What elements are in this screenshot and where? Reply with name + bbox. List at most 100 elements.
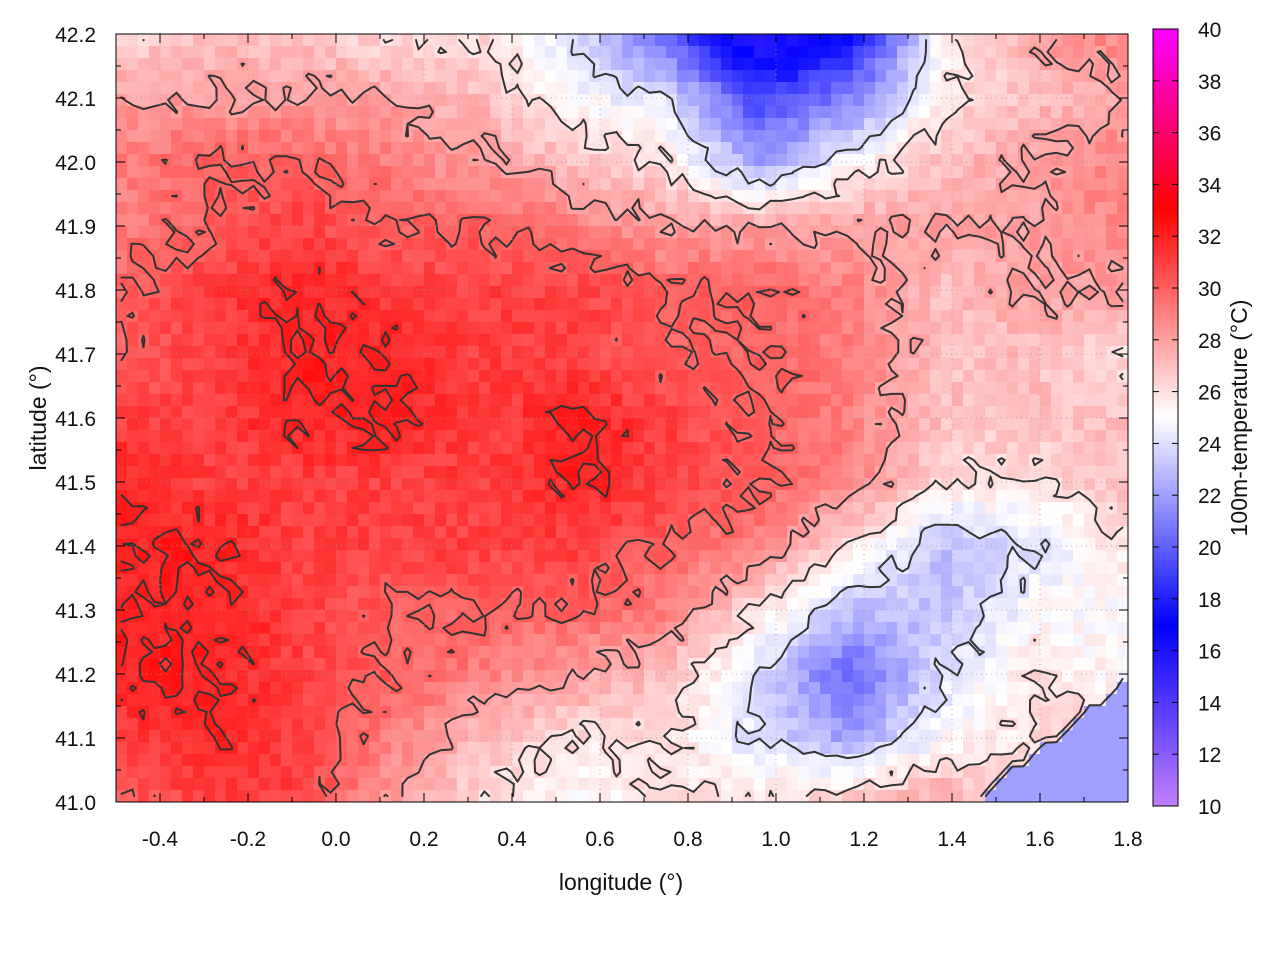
heat-cell bbox=[578, 334, 590, 347]
heat-cell bbox=[743, 214, 755, 227]
heat-cell bbox=[633, 286, 645, 299]
heat-cell bbox=[534, 358, 546, 371]
heat-cell bbox=[721, 94, 733, 107]
heat-cell bbox=[721, 658, 733, 671]
heat-cell bbox=[600, 334, 612, 347]
heat-cell bbox=[314, 34, 326, 47]
heat-cell bbox=[1040, 610, 1052, 623]
heat-cell bbox=[259, 142, 271, 155]
heat-cell bbox=[424, 490, 436, 503]
heat-cell bbox=[523, 550, 535, 563]
heat-cell bbox=[633, 106, 645, 119]
heat-cell bbox=[666, 334, 678, 347]
heat-cell bbox=[787, 82, 799, 95]
heat-cell bbox=[996, 94, 1008, 107]
heat-cell bbox=[336, 190, 348, 203]
heat-cell bbox=[611, 58, 623, 71]
heat-cell bbox=[985, 622, 997, 635]
heat-cell bbox=[1062, 622, 1074, 635]
heat-cell bbox=[974, 586, 986, 599]
heat-cell bbox=[1062, 574, 1074, 587]
heat-cell bbox=[1106, 142, 1118, 155]
heat-cell bbox=[534, 538, 546, 551]
heat-cell bbox=[545, 106, 557, 119]
heat-cell bbox=[732, 178, 744, 191]
heat-cell bbox=[413, 598, 425, 611]
heat-cell bbox=[182, 142, 194, 155]
heat-cell bbox=[281, 502, 293, 515]
heat-cell bbox=[600, 118, 612, 131]
heat-cell bbox=[259, 214, 271, 227]
heat-cell bbox=[1106, 442, 1118, 455]
heat-cell bbox=[1117, 118, 1128, 131]
heat-cell bbox=[248, 214, 260, 227]
heat-cell bbox=[930, 262, 942, 275]
heat-cell bbox=[215, 430, 227, 443]
heat-cell bbox=[721, 46, 733, 59]
heat-cell bbox=[1095, 358, 1107, 371]
heat-cell bbox=[501, 82, 513, 95]
heat-cell bbox=[622, 298, 634, 311]
heat-cell bbox=[831, 370, 843, 383]
heat-cell bbox=[182, 250, 194, 263]
heat-cell bbox=[765, 418, 777, 431]
heat-cell bbox=[1073, 274, 1085, 287]
heat-cell bbox=[754, 298, 766, 311]
heat-cell bbox=[380, 526, 392, 539]
heat-cell bbox=[754, 190, 766, 203]
heat-cell bbox=[435, 238, 447, 251]
heat-cell bbox=[545, 34, 557, 47]
heat-cell bbox=[721, 382, 733, 395]
heat-cell bbox=[446, 298, 458, 311]
heat-cell bbox=[776, 262, 788, 275]
heat-cell bbox=[545, 118, 557, 131]
heat-cell bbox=[1084, 646, 1096, 659]
heat-cell bbox=[963, 406, 975, 419]
heat-cell bbox=[578, 514, 590, 527]
heat-cell bbox=[556, 586, 568, 599]
heat-cell bbox=[1106, 418, 1118, 431]
heat-cell bbox=[259, 322, 271, 335]
heat-cell bbox=[622, 166, 634, 179]
heat-cell bbox=[446, 334, 458, 347]
heat-cell bbox=[534, 34, 546, 47]
heat-cell bbox=[468, 142, 480, 155]
heat-cell bbox=[853, 514, 865, 527]
heat-cell bbox=[270, 538, 282, 551]
heat-cell bbox=[853, 598, 865, 611]
heat-cell bbox=[941, 358, 953, 371]
heat-cell bbox=[1106, 226, 1118, 239]
heat-cell bbox=[336, 82, 348, 95]
heat-cell bbox=[710, 70, 722, 83]
heat-cell bbox=[127, 418, 139, 431]
heat-cell bbox=[930, 454, 942, 467]
heat-cell bbox=[490, 190, 502, 203]
heat-cell bbox=[523, 358, 535, 371]
heat-cell bbox=[655, 262, 667, 275]
heat-cell bbox=[270, 286, 282, 299]
heat-cell bbox=[490, 586, 502, 599]
heat-cell bbox=[952, 586, 964, 599]
heat-cell bbox=[798, 370, 810, 383]
heat-cell bbox=[952, 262, 964, 275]
heat-cell bbox=[864, 622, 876, 635]
heat-cell bbox=[699, 58, 711, 71]
heat-cell bbox=[864, 334, 876, 347]
heat-cell bbox=[413, 442, 425, 455]
heat-cell bbox=[842, 550, 854, 563]
heat-cell bbox=[1073, 70, 1085, 83]
heat-cell bbox=[259, 178, 271, 191]
heat-cell bbox=[1007, 454, 1019, 467]
heat-cell bbox=[897, 574, 909, 587]
heat-cell bbox=[127, 298, 139, 311]
heat-cell bbox=[468, 202, 480, 215]
heat-cell bbox=[127, 82, 139, 95]
heat-cell bbox=[545, 286, 557, 299]
heat-cell bbox=[787, 514, 799, 527]
heat-cell bbox=[171, 682, 183, 695]
heat-cell bbox=[259, 454, 271, 467]
heat-cell bbox=[138, 130, 150, 143]
heat-cell bbox=[908, 142, 920, 155]
heat-cell bbox=[776, 430, 788, 443]
heat-cell bbox=[754, 538, 766, 551]
